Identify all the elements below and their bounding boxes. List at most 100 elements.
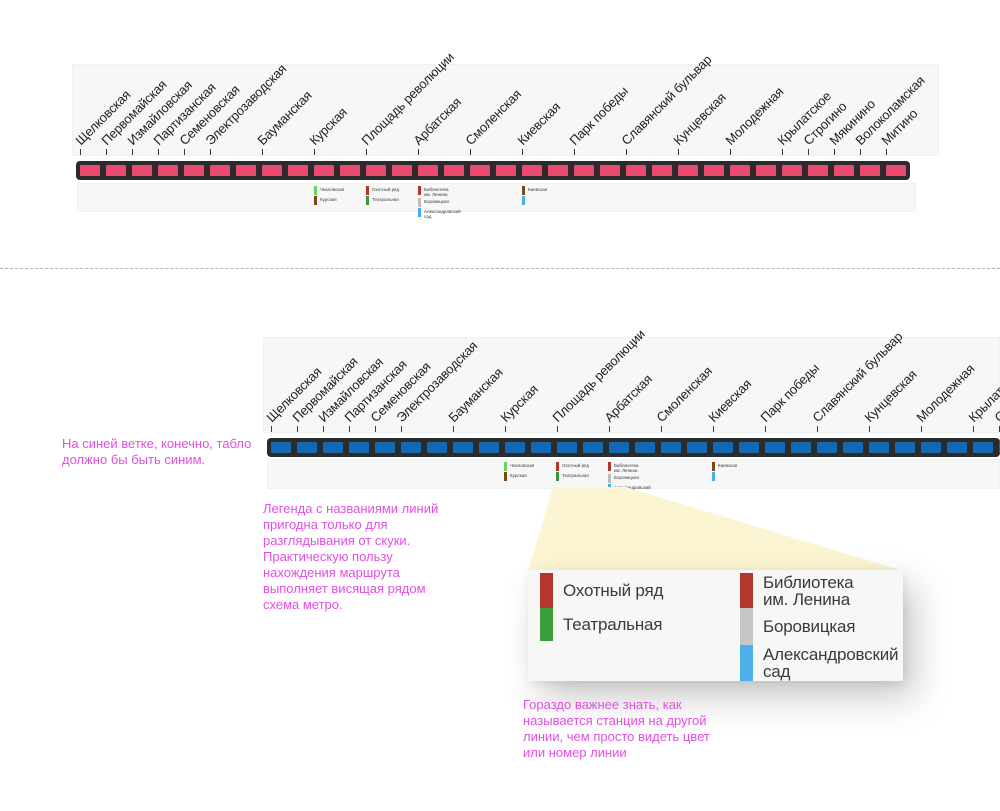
transfer-station-label: Чкаловская: [320, 187, 345, 192]
transfer-row: Александровский сад: [418, 208, 461, 219]
board-segment: [531, 442, 551, 453]
board-segment: [505, 442, 525, 453]
station-tick: [557, 426, 558, 432]
board-segment: [704, 165, 724, 176]
station-name-area: Щелковская Первомайская Измайловская Партиз…: [263, 327, 1000, 433]
board-segment: [921, 442, 941, 453]
board-segment: [262, 165, 282, 176]
zoom-legend-column: Библиотека им. Ленина Боровицкая Александр…: [740, 573, 898, 681]
board-segment: [158, 165, 178, 176]
board-segment: [132, 165, 152, 176]
zoom-legend-row: Библиотека им. Ленина: [740, 573, 898, 608]
transfer-group: Охотный ряд Театральная: [366, 186, 399, 206]
transfer-station-label: Чкаловская: [510, 463, 535, 468]
station-tick: [574, 149, 575, 155]
board-segment: [366, 165, 386, 176]
station-tick: [808, 149, 809, 155]
station-tick: [470, 149, 471, 155]
board-segment: [869, 442, 889, 453]
board-segment: [271, 442, 291, 453]
zoom-legend-row: Боровицкая: [740, 608, 898, 645]
station-tick: [973, 426, 974, 432]
station-label: Смоленская: [653, 363, 715, 425]
station-tick: [366, 149, 367, 155]
line-color-marker: [556, 472, 559, 481]
transfer-station-label: Александровский сад: [424, 209, 461, 219]
board-segment: [973, 442, 993, 453]
station-tick: [418, 149, 419, 155]
zoom-legend-column: Охотный ряд Театральная: [540, 573, 663, 641]
station-label: Курская: [497, 381, 541, 425]
board-segment: [418, 165, 438, 176]
station-label: Славянский бульвар: [809, 328, 906, 425]
board-segment: [765, 442, 785, 453]
transfer-row: Киевская: [522, 186, 547, 195]
board-segment: [626, 165, 646, 176]
transfer-group: Киевская: [712, 462, 737, 482]
board-segment: [297, 442, 317, 453]
station-tick: [921, 426, 922, 432]
station-tick: [453, 426, 454, 432]
board-segment: [392, 165, 412, 176]
line-color-marker: [522, 186, 525, 195]
transfer-station-label: Библиотека им. Ленина: [424, 187, 449, 197]
note-blue-line: На синей ветке, конечно, табло должно бы…: [62, 436, 252, 467]
station-tick: [765, 426, 766, 432]
station-tick: [80, 149, 81, 155]
zoom-legend-box: Охотный ряд Театральная Библиотека им. Лен…: [528, 570, 903, 681]
station-tick: [271, 426, 272, 432]
station-label: Площадь революции: [549, 326, 648, 425]
station-tick: [609, 426, 610, 432]
transfer-group: Библиотека им. Ленина Боровицкая Александр…: [418, 186, 461, 220]
transfer-station-label: Боровицкая: [614, 475, 639, 480]
transfer-station-label: Охотный ряд: [562, 463, 590, 468]
board-segment: [210, 165, 230, 176]
board-segment: [817, 442, 837, 453]
station-label: Кунцевская: [861, 366, 920, 425]
transfer-group: Чкаловская Курская: [314, 186, 344, 206]
line-color-marker: [608, 462, 611, 471]
station-label: Киевская: [705, 376, 755, 425]
station-tick: [184, 149, 185, 155]
board-segment: [808, 165, 828, 176]
board-segment: [730, 165, 750, 176]
zoom-station-label: Театральная: [563, 615, 663, 634]
station-tick: [401, 426, 402, 432]
board-segment: [652, 165, 672, 176]
station-label: Смоленская: [462, 86, 524, 148]
transfer-station-label: Курская: [320, 197, 337, 202]
station-tick: [375, 426, 376, 432]
transfer-row: Чкаловская: [314, 186, 344, 195]
board-segment: [600, 165, 620, 176]
board-segment: [470, 165, 490, 176]
station-tick: [158, 149, 159, 155]
transfer-row: Библиотека им. Ленина: [608, 462, 651, 473]
board-segment: [323, 442, 343, 453]
line-color-marker: [740, 608, 753, 645]
board-segment: [349, 442, 369, 453]
board-segment: [782, 165, 802, 176]
station-tick: [297, 426, 298, 432]
station-tick: [522, 149, 523, 155]
zoom-legend-row: Театральная: [540, 608, 663, 641]
transfer-legend-strip: Чкаловская Курская Охотный ряд Театральная Б…: [77, 183, 916, 219]
note-station-names: Гораздо важнее знать, как называется ста…: [523, 697, 710, 760]
board-segment: [739, 442, 759, 453]
line-color-marker: [366, 186, 369, 195]
board-segment: [756, 165, 776, 176]
station-label: Славянский бульвар: [618, 51, 715, 148]
transfer-group: Киевская: [522, 186, 547, 206]
station-tick: [661, 426, 662, 432]
station-tick: [210, 149, 211, 155]
pink-board-panel: Щелковская Первомайская Измайловская Партиз…: [72, 50, 941, 219]
zoom-station-label: Боровицкая: [763, 617, 856, 636]
station-label: Кунцевская: [670, 89, 729, 148]
board-segment: [236, 165, 256, 176]
line-color-marker: [314, 196, 317, 205]
transfer-station-label: Курская: [510, 473, 527, 478]
transfer-row: Библиотека им. Ленина: [418, 186, 461, 197]
board-segment: [340, 165, 360, 176]
station-tick: [132, 149, 133, 155]
transfer-station-label: Театральная: [372, 197, 399, 202]
